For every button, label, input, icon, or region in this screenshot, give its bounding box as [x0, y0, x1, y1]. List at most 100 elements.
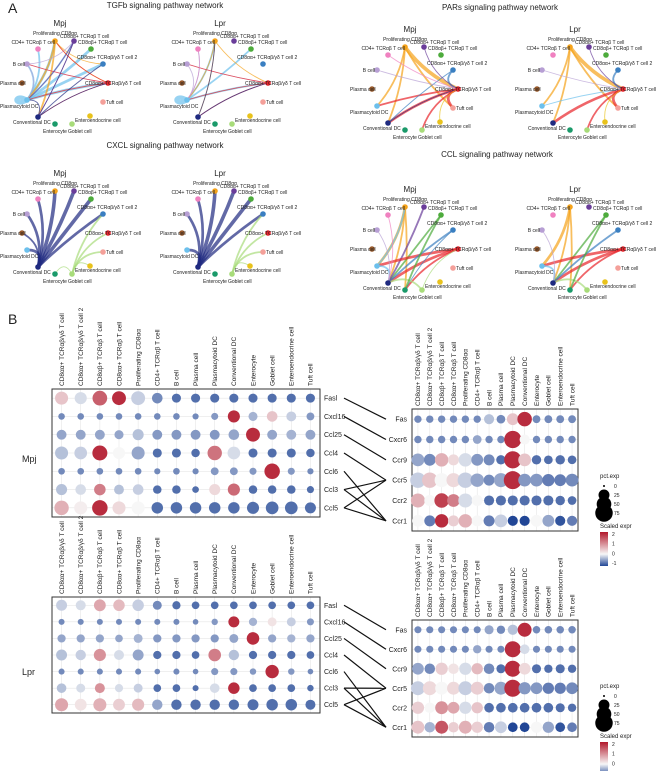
expression-dot	[152, 429, 163, 440]
column-label: B cell	[174, 578, 181, 594]
expression-dot	[307, 668, 314, 675]
node-label: Enterocyte	[43, 279, 67, 285]
condition-label: Mpj	[22, 454, 37, 464]
expression-dot	[132, 599, 144, 612]
expression-dot	[448, 515, 459, 527]
expression-dot	[437, 415, 446, 423]
network-edge	[197, 212, 264, 268]
node-label: Proliferating CD8αα	[193, 31, 237, 37]
expression-dot	[410, 472, 426, 488]
node-label: Plasma cell	[350, 247, 376, 253]
node-label: Plasmacytoid DC	[350, 270, 389, 276]
ligand-receptor-link	[343, 470, 387, 522]
row-label: Ccl4	[324, 451, 338, 458]
expression-dot	[519, 515, 530, 526]
node-label: CD8αβ+ TCRαβ T cell	[238, 190, 287, 196]
expression-dot	[154, 468, 161, 475]
network-edge	[541, 229, 555, 284]
ligand-receptor-link	[343, 397, 387, 420]
expression-dot	[426, 435, 434, 444]
expression-dot	[306, 448, 315, 458]
expression-dot	[58, 618, 65, 625]
expression-dot	[210, 393, 220, 403]
expression-dot	[567, 496, 577, 505]
expression-dot	[473, 626, 481, 634]
node-label: Conventional DC	[13, 120, 51, 126]
expression-dot	[192, 668, 199, 675]
expression-dot	[435, 701, 449, 715]
expression-dot	[458, 453, 473, 467]
network-edge	[588, 46, 624, 90]
panel-a-label: A	[8, 0, 18, 16]
network-edge	[54, 40, 104, 65]
column-label: Proliferating CD8αα	[463, 560, 470, 617]
dot-plots: Mpj CD8αα+ TCRαβ/γδ T cell CD8αα+ TCRαβ/γδ…	[22, 307, 632, 771]
expression-dot	[153, 634, 162, 643]
expression-dot	[211, 618, 218, 626]
expression-dot	[286, 617, 296, 627]
node-label: Proliferating CD8αα	[383, 197, 427, 203]
network-edge	[186, 40, 216, 101]
expression-dot	[210, 634, 219, 643]
column-label: Enterocyte	[534, 375, 541, 406]
network-node	[247, 113, 253, 119]
expression-dot	[484, 702, 494, 713]
node-label: Enteroendocrine cell	[235, 118, 281, 124]
expression-dot	[426, 645, 434, 653]
network-node	[24, 211, 30, 217]
column-label: Plasma cell	[498, 583, 505, 617]
node-label: CD8αβ+ TCRαβ T cell	[428, 46, 477, 52]
network-edge	[569, 46, 619, 109]
expression-dot	[192, 413, 199, 420]
expression-dot	[447, 701, 460, 714]
network-node	[19, 230, 25, 236]
condition-label: Mpj	[404, 25, 417, 34]
node-label: CD4+ TCRαβ T cell	[361, 46, 405, 52]
expression-dot	[153, 650, 162, 660]
expression-dot	[92, 390, 108, 406]
expression-dot	[229, 633, 239, 643]
network-node	[550, 280, 556, 286]
expression-dot	[411, 720, 425, 734]
node-label: CD8αα+ TCRαβ/γδ T cell 2	[237, 55, 297, 61]
network-edge	[387, 46, 406, 124]
node-label: Plasmacytoid DC	[350, 110, 389, 116]
expression-dot	[306, 618, 314, 626]
column-label: Conventional DC	[522, 568, 529, 617]
expression-dot	[307, 684, 314, 692]
column-label: Tuft cell	[308, 571, 315, 594]
expression-dot	[544, 435, 553, 444]
expression-dot	[287, 634, 296, 643]
network-node	[550, 212, 556, 218]
ligand-receptor-link	[343, 507, 387, 522]
expression-dot	[112, 501, 126, 515]
size-legend-value: 50	[614, 502, 620, 508]
network-edge	[421, 248, 459, 291]
expression-dot	[448, 454, 459, 466]
network-node	[248, 46, 254, 52]
column-label: CD8αα+ TCRαβ/γδ T cell	[415, 544, 422, 617]
condition-label: Lpr	[214, 169, 226, 178]
network-node	[35, 114, 41, 120]
expression-dot	[131, 501, 145, 515]
network-edge	[541, 88, 624, 107]
column-label: CD4+ TCRαβ T cell	[475, 560, 482, 617]
ligand-receptor-link	[343, 704, 387, 728]
expression-dot	[135, 668, 142, 675]
expression-dot	[471, 515, 483, 527]
network-node	[421, 204, 427, 210]
node-label: CD8αβ+ TCRαβ T cell	[428, 206, 477, 212]
expression-dot	[543, 702, 554, 713]
expression-dot	[230, 601, 238, 610]
expression-dot	[555, 495, 565, 506]
expression-dot	[265, 664, 279, 679]
network-node	[52, 121, 58, 127]
expression-dot	[58, 668, 65, 675]
expression-dot	[55, 446, 69, 460]
network-node	[248, 196, 254, 202]
network-node	[450, 227, 456, 233]
expression-dot	[77, 618, 84, 625]
column-label: CD4+ TCRαβ T cell	[475, 349, 482, 406]
network-node	[184, 97, 190, 103]
